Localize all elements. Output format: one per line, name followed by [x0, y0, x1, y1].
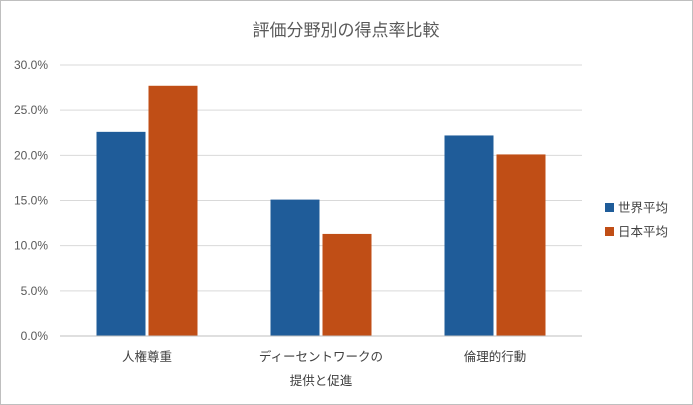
y-tick-label: 0.0% — [21, 329, 49, 343]
y-tick-label: 25.0% — [14, 103, 48, 117]
legend-label: 世界平均 — [618, 200, 668, 215]
chart-title: 評価分野別の得点率比較 — [253, 21, 440, 41]
bars — [96, 85, 546, 336]
gridlines — [60, 64, 582, 292]
bar-japan-1 — [322, 233, 372, 336]
bar-world-1 — [270, 199, 320, 336]
legend-label: 日本平均 — [618, 224, 668, 239]
bar-world-0 — [96, 131, 146, 336]
y-axis-ticks: 0.0% 5.0% 10.0% 15.0% 20.0% 25.0% 30.0% — [14, 58, 48, 343]
y-tick-label: 10.0% — [14, 239, 48, 253]
y-tick-label: 5.0% — [21, 284, 49, 298]
legend-swatch — [605, 203, 614, 212]
bar-japan-2 — [496, 154, 546, 336]
x-category-label: ディーセントワークの — [259, 349, 383, 364]
y-tick-label: 30.0% — [14, 58, 48, 72]
bar-world-2 — [444, 135, 494, 336]
legend-swatch — [605, 227, 614, 236]
x-category-label: 倫理的行動 — [464, 349, 527, 364]
x-category-label: 提供と促進 — [290, 373, 353, 388]
x-category-label: 人権尊重 — [122, 349, 172, 364]
bar-japan-0 — [148, 85, 198, 336]
y-tick-label: 15.0% — [14, 194, 48, 208]
y-tick-label: 20.0% — [14, 148, 48, 162]
